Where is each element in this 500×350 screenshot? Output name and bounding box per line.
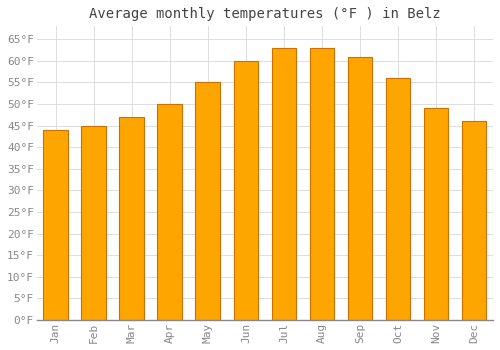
Bar [310, 48, 334, 320]
Bar [44, 130, 68, 320]
Bar [196, 83, 220, 320]
Bar [272, 48, 296, 320]
Bar [424, 108, 448, 320]
Bar [386, 78, 410, 320]
Title: Average monthly temperatures (°F ) in Belz: Average monthly temperatures (°F ) in Be… [89, 7, 441, 21]
Bar [348, 56, 372, 320]
Bar [158, 104, 182, 320]
Bar [82, 126, 106, 320]
Bar [120, 117, 144, 320]
Bar [234, 61, 258, 320]
Bar [462, 121, 486, 320]
